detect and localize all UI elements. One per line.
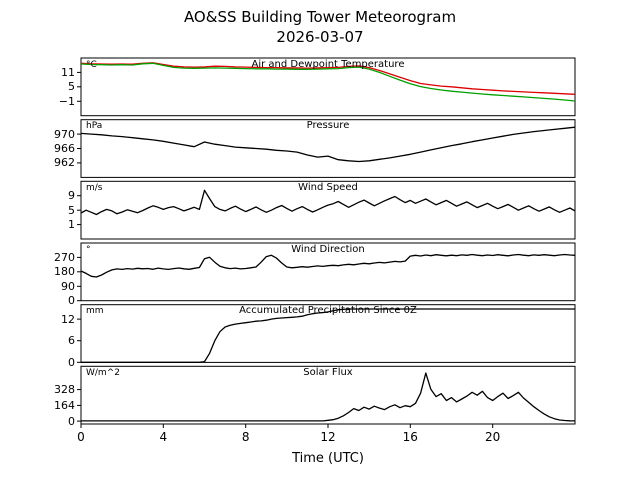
solar-flux-line [81, 372, 576, 422]
panel-title-wind-direction: Wind Direction [291, 243, 365, 255]
x-tick-label: 0 [77, 430, 85, 444]
panel-unit-wind-speed: m/s [86, 182, 103, 193]
y-tick-label: 5 [68, 80, 75, 94]
pressure-line [80, 126, 576, 163]
y-tick-label: 5 [68, 203, 75, 217]
y-tick-label: 962 [54, 156, 75, 170]
chart-date: 2026-03-07 [276, 28, 364, 46]
y-tick-label: 1 [68, 218, 75, 232]
y-tick-label: 11 [61, 65, 75, 79]
x-tick-label: 12 [320, 430, 336, 444]
y-tick-label: 6 [68, 334, 75, 348]
y-tick-label: 12 [61, 312, 75, 326]
panel-border-precipitation [80, 304, 576, 363]
dewpoint-temperature-line [80, 62, 576, 102]
panel-unit-temperature: °C [86, 59, 97, 70]
wind-speed-line [80, 189, 576, 216]
y-tick-label: −1 [58, 94, 75, 108]
y-tick-label: 0 [68, 294, 75, 308]
chart-title: AO&SS Building Tower Meteorogram [183, 8, 457, 26]
air-temperature-line [80, 62, 576, 95]
y-tick-label: 966 [54, 142, 75, 155]
panel-title-solar-flux: Solar Flux [303, 366, 353, 378]
y-tick-label: 970 [54, 127, 75, 141]
x-tick-label: 16 [402, 430, 418, 444]
y-tick-label: 0 [68, 414, 75, 428]
accumulated-precipitation-line [81, 308, 575, 363]
y-tick-label: 270 [54, 250, 75, 264]
x-tick-label: 20 [485, 430, 501, 444]
y-tick-label: 164 [54, 398, 75, 412]
panel-title-precipitation: Accumulated Precipitation Since 0Z [239, 305, 417, 317]
x-axis-label: Time (UTC) [292, 451, 364, 466]
panel-title-pressure: Pressure [306, 120, 350, 132]
panel-unit-pressure: hPa [86, 121, 103, 132]
y-tick-label: 0 [68, 355, 75, 369]
y-tick-label: 180 [54, 265, 75, 279]
panel-unit-precipitation: mm [86, 306, 104, 317]
panel-unit-solar-flux: W/m^2 [86, 367, 120, 378]
wind-direction-line [80, 253, 576, 278]
y-tick-label: 328 [54, 383, 75, 397]
panel-title-wind-speed: Wind Speed [298, 181, 358, 193]
x-tick-label: 8 [241, 430, 250, 444]
x-tick-label: 4 [159, 430, 168, 444]
y-tick-label: 9 [68, 189, 75, 203]
panel-unit-wind-direction: ° [86, 244, 91, 255]
panel-title-temperature: Air and Dewpoint Temperature [251, 58, 405, 70]
y-tick-label: 90 [61, 279, 75, 293]
